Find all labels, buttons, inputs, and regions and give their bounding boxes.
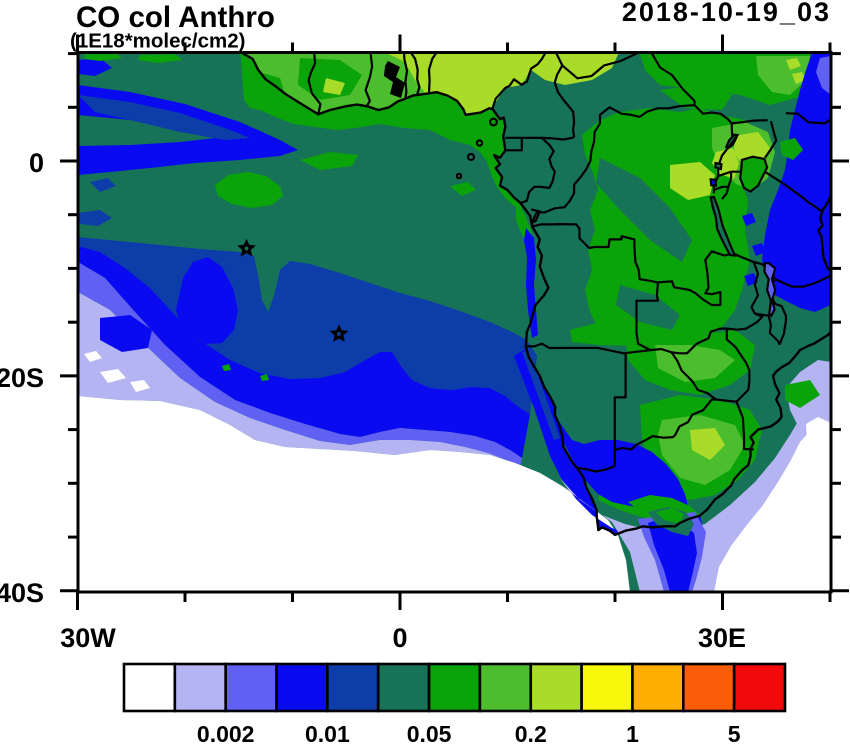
svg-text:30E: 30E xyxy=(698,623,746,653)
svg-text:40S: 40S xyxy=(0,578,44,608)
svg-text:0.05: 0.05 xyxy=(407,721,452,747)
svg-text:0.2: 0.2 xyxy=(515,721,547,747)
svg-text:CO col Anthro: CO col Anthro xyxy=(76,1,275,34)
svg-text:1: 1 xyxy=(626,721,639,747)
svg-text:0.002: 0.002 xyxy=(197,721,255,747)
svg-text:(1E18*molec/cm2): (1E18*molec/cm2) xyxy=(70,30,245,53)
svg-text:2018-10-19_03: 2018-10-19_03 xyxy=(622,0,831,27)
svg-text:0.01: 0.01 xyxy=(305,721,350,747)
svg-text:0: 0 xyxy=(392,623,407,653)
svg-text:0: 0 xyxy=(29,148,44,178)
svg-text:30W: 30W xyxy=(60,623,116,653)
svg-text:5: 5 xyxy=(728,721,741,747)
svg-text:20S: 20S xyxy=(0,363,44,393)
